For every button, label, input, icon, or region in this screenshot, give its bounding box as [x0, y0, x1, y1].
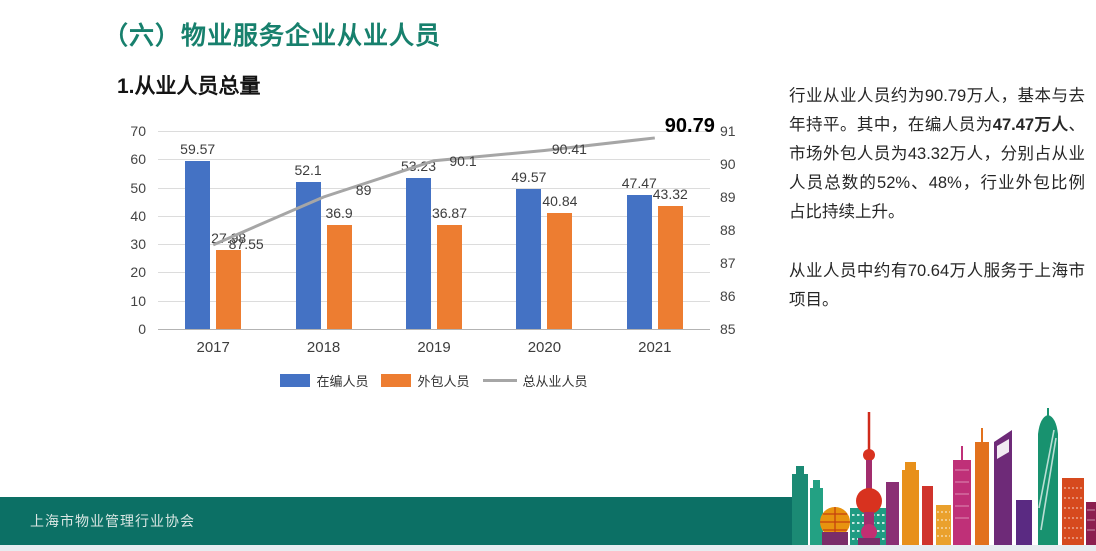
bar-外包人员	[657, 206, 683, 329]
summary-text-block: 行业从业人员约为90.79万人，基本与去年持平。其中，在编人员为47.47万人、…	[789, 82, 1085, 315]
summary-bold-value: 47.47万人	[992, 116, 1069, 134]
bottom-edge-strip	[0, 545, 1096, 551]
footer-organization: 上海市物业管理行业协会	[30, 513, 195, 529]
legend-item-总从业人员: 总从业人员	[482, 371, 588, 390]
gridline	[158, 272, 710, 274]
x-axis-label: 2017	[196, 339, 230, 356]
legend-line-swatch	[482, 379, 517, 382]
right-axis-tick-label: 90	[720, 156, 736, 172]
right-axis-tick-label: 88	[720, 222, 736, 238]
left-axis-tick-label: 70	[130, 123, 146, 139]
right-axis-tick-label: 91	[720, 123, 736, 139]
legend-item-外包人员: 外包人员	[381, 371, 470, 390]
bar-外包人员	[437, 224, 462, 329]
gridline	[158, 215, 710, 217]
right-axis-tick-label: 87	[720, 255, 736, 271]
gridline	[158, 187, 710, 189]
summary-paragraph-1: 行业从业人员约为90.79万人，基本与去年持平。其中，在编人员为47.47万人、…	[789, 82, 1085, 227]
bar-在编人员	[516, 188, 542, 329]
x-axis-label: 2020	[527, 339, 562, 356]
bar-在编人员	[185, 160, 211, 329]
line-value-label: 89	[355, 182, 372, 198]
bar-在编人员	[626, 194, 652, 329]
x-axis-label: 2019	[417, 339, 451, 356]
trend-line	[212, 136, 655, 247]
summary-text-part: 、市场外包人员为43.32万人，分别占从业人员总数的52%、48%，行业外包比例…	[789, 116, 1085, 221]
gridline	[158, 244, 710, 246]
left-axis-tick-label: 60	[130, 151, 146, 168]
right-axis-tick-label: 85	[720, 321, 736, 337]
left-axis-tick-label: 0	[138, 321, 146, 337]
left-axis-tick-label: 50	[130, 179, 146, 196]
footer-bar: 上海市物业管理行业协会	[0, 497, 794, 545]
gridline	[158, 329, 710, 330]
gridline	[158, 131, 710, 132]
left-axis-tick-label: 10	[130, 292, 146, 309]
legend-label: 在编人员	[316, 374, 369, 389]
bar-value-label: 36.87	[431, 204, 468, 221]
bar-value-label: 49.57	[511, 168, 547, 185]
bar-value-label: 52.1	[294, 161, 322, 178]
left-axis-tick-label: 30	[130, 236, 146, 253]
bar-value-label: 36.9	[325, 204, 353, 221]
gridline	[158, 300, 710, 302]
x-axis-label: 2021	[638, 339, 672, 356]
bar-在编人员	[406, 178, 431, 329]
right-axis-tick-label: 86	[720, 288, 736, 304]
bar-外包人员	[326, 224, 352, 329]
bar-value-label: 59.57	[180, 140, 216, 157]
bar-外包人员	[216, 249, 242, 329]
bar-value-label: 47.47	[621, 174, 657, 191]
right-axis-tick-label: 89	[720, 189, 736, 205]
chart-legend: 在编人员 外包人员 总从业人员	[158, 371, 710, 390]
bar-value-label: 43.32	[652, 186, 688, 203]
line-value-label: 90.79	[664, 114, 715, 137]
x-axis-label: 2018	[306, 339, 341, 356]
left-axis-tick-label: 40	[130, 207, 146, 224]
summary-paragraph-2: 从业人员中约有70.64万人服务于上海市项目。	[789, 262, 1085, 309]
legend-label: 总从业人员	[522, 374, 588, 389]
employees-combo-chart: 0 10 20 30 40 50 60 70 85 86 87 88 89 90 91 59.57 52.1 53…	[95, 114, 865, 410]
shanghai-skyline-illustration	[792, 408, 1096, 545]
left-axis-tick-label: 20	[130, 264, 146, 281]
legend-item-在编人员: 在编人员	[280, 371, 368, 390]
line-value-label: 90.1	[449, 152, 477, 169]
legend-label: 外包人员	[417, 374, 470, 389]
line-value-label: 90.41	[551, 141, 587, 158]
line-value-label: 87.55	[228, 235, 264, 252]
bar-value-label: 40.84	[542, 193, 578, 210]
summary-text-part: 行业从业人员约为90.79万人，基本与去年持平。其中，在编人员为	[789, 87, 1085, 134]
bar-外包人员	[547, 213, 573, 329]
slide-title: （六）物业服务企业从业人员	[103, 22, 442, 50]
chart-subtitle: 1.从业人员总量	[117, 75, 261, 98]
legend-bar-swatch	[381, 374, 412, 387]
legend-bar-swatch	[280, 374, 311, 387]
